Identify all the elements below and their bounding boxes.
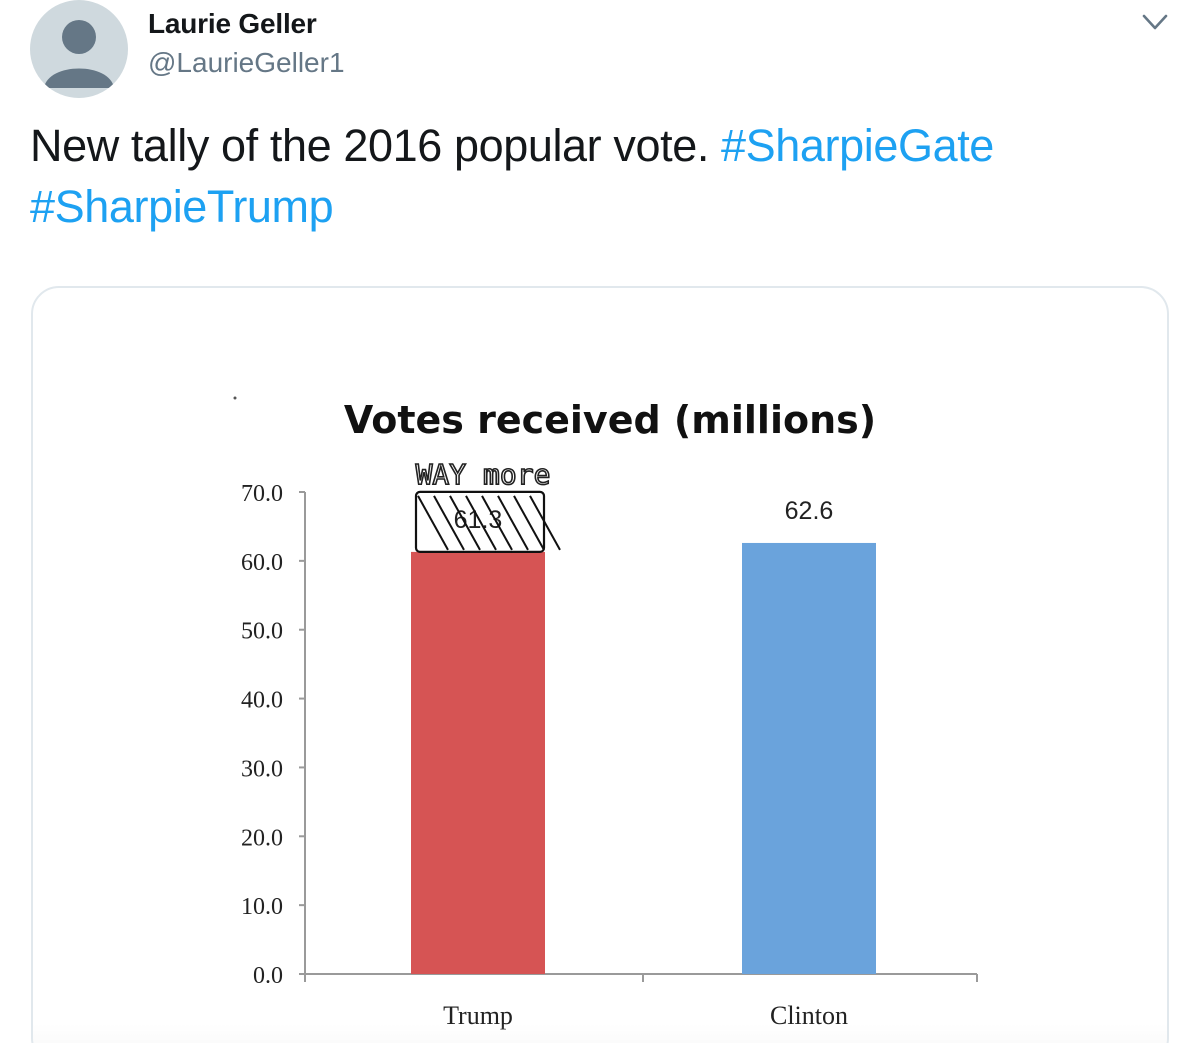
author-name[interactable]: Laurie Geller xyxy=(148,8,317,39)
category-label-trump: Trump xyxy=(443,1001,513,1030)
chevron-down-icon xyxy=(1142,14,1168,30)
y-tick-label: 0.0 xyxy=(253,963,283,989)
avatar[interactable] xyxy=(30,0,128,98)
hashtag-sharpietrump[interactable]: #SharpieTrump xyxy=(30,181,334,232)
y-tick-label: 10.0 xyxy=(241,894,283,920)
scribble-stroke xyxy=(481,495,513,551)
y-tick-label: 40.0 xyxy=(241,688,283,714)
data-label-clinton: 62.6 xyxy=(785,497,834,525)
tweet-menu-button[interactable] xyxy=(1138,8,1172,36)
scribble-stroke xyxy=(433,495,465,551)
sharpie-annotation: WAY more xyxy=(415,457,561,554)
media-card[interactable]: Votes received (millions) 0.0 10.0 20.0 30.… xyxy=(31,286,1169,1043)
y-tick-label: 70.0 xyxy=(241,481,283,507)
chart-title: Votes received (millions) xyxy=(344,398,876,442)
default-avatar-icon xyxy=(44,20,114,88)
stray-dot xyxy=(233,396,237,400)
scribble-stroke xyxy=(417,495,449,551)
y-tick-label: 50.0 xyxy=(241,619,283,645)
y-tick-label: 60.0 xyxy=(241,550,283,576)
hashtag-sharpiegate[interactable]: #SharpieGate xyxy=(721,120,994,171)
bar-clinton xyxy=(742,542,876,974)
tweet-body: New tally of the 2016 popular vote. xyxy=(30,120,709,171)
y-tick-label: 30.0 xyxy=(241,756,283,782)
y-tick-label: 20.0 xyxy=(241,825,283,851)
bar-chart: Votes received (millions) 0.0 10.0 20.0 30.… xyxy=(233,396,978,1030)
scribble-stroke xyxy=(465,495,497,551)
tweet-text: New tally of the 2016 popular vote. #Sha… xyxy=(30,115,1170,237)
scribble-stroke xyxy=(529,495,561,551)
scribble-stroke xyxy=(497,495,529,551)
scribble-stroke xyxy=(449,495,481,551)
bar-trump xyxy=(411,551,545,974)
annotation-text: WAY more xyxy=(416,458,551,491)
author-handle[interactable]: @LaurieGeller1 xyxy=(148,47,345,78)
scribble-stroke xyxy=(513,495,545,551)
category-label-clinton: Clinton xyxy=(770,1001,848,1030)
